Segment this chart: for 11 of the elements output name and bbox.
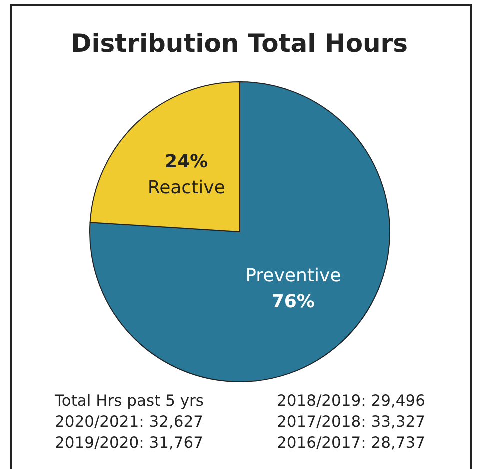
slice-label: Reactive	[148, 178, 226, 199]
data-label: 76%	[272, 291, 315, 312]
text: 2020/2021: 32,627	[55, 413, 204, 433]
text: 2019/2020: 31,767	[55, 434, 204, 454]
text: 2016/2017: 28,737	[277, 434, 426, 454]
text: Total Hrs past 5 yrs	[55, 392, 205, 412]
data-label: 24%	[165, 152, 208, 173]
text: 2018/2019: 29,496	[277, 392, 426, 412]
text: 2017/2018: 33,327	[277, 413, 426, 433]
slice-label: Preventive	[246, 265, 342, 286]
chart-title: Distribution Total Hours	[70, 29, 408, 58]
